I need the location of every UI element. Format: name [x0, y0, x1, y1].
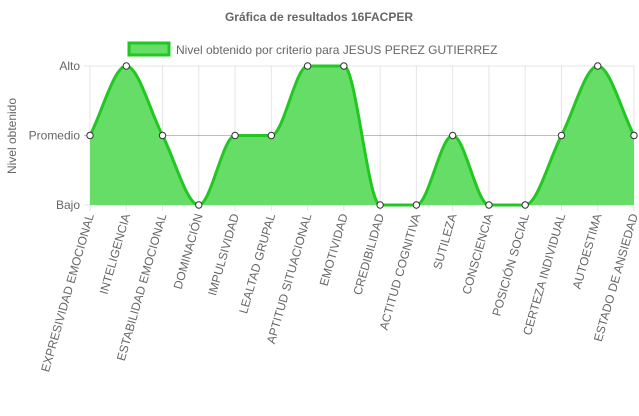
y-tick-label: Promedio	[29, 129, 81, 143]
x-tick-label: IMPULSIVIDAD	[205, 212, 242, 298]
x-axis-ticks: EXPRESIVIDAD EMOCIONAL INTELIGENCIAESTABI…	[38, 211, 639, 373]
y-tick-label: Bajo	[56, 198, 80, 212]
x-tick-label: SUTILEZA	[430, 212, 459, 271]
x-tick-label: EXPRESIVIDAD EMOCIONAL	[38, 212, 97, 374]
series-line	[88, 64, 636, 207]
data-point[interactable]	[376, 201, 384, 209]
legend[interactable]: Nivel obtenido por criterio para JESUS P…	[127, 41, 497, 57]
data-point[interactable]	[86, 131, 94, 140]
data-points[interactable]	[86, 62, 638, 209]
x-tick-label: POSICIÓN SOCIAL	[488, 211, 532, 317]
data-point[interactable]	[594, 62, 602, 70]
y-axis-ticks: Bajo Promedio Alto	[29, 59, 81, 212]
x-tick-label: LEALTAD GRUPAL	[236, 212, 278, 316]
data-point[interactable]	[557, 131, 566, 140]
data-point[interactable]	[485, 201, 493, 209]
data-point[interactable]	[412, 201, 421, 209]
data-point[interactable]	[448, 131, 457, 140]
x-tick-label: DOMINACIÓN	[170, 212, 206, 291]
x-tick-label: ACTITUD COGNITIVA	[377, 212, 424, 332]
data-point[interactable]	[231, 131, 239, 140]
data-point[interactable]	[122, 62, 130, 70]
x-tick-label: CREDIBILIDAD	[350, 212, 387, 297]
x-tick-label: AUTOESTIMA	[570, 212, 605, 291]
data-point[interactable]	[158, 131, 167, 140]
legend-swatch[interactable]	[127, 41, 171, 57]
y-tick-label: Alto	[59, 59, 80, 73]
legend-label[interactable]: Nivel obtenido por criterio para JESUS P…	[176, 43, 497, 57]
x-tick-label: CONSCIENCIA	[459, 212, 495, 296]
data-point[interactable]	[195, 201, 203, 209]
data-point[interactable]	[521, 201, 529, 209]
data-point[interactable]	[303, 62, 312, 70]
y-axis-label: Nivel obtenido	[5, 98, 19, 174]
series-area	[88, 64, 636, 207]
data-point[interactable]	[340, 62, 348, 70]
x-tick-label: EMOTIVIDAD	[317, 212, 351, 288]
data-point[interactable]	[267, 131, 276, 140]
data-point[interactable]	[630, 131, 638, 140]
x-tick-label: INTELIGENCIA	[97, 212, 133, 296]
chart-title: Gráfica de resultados 16FACPER	[225, 10, 413, 24]
